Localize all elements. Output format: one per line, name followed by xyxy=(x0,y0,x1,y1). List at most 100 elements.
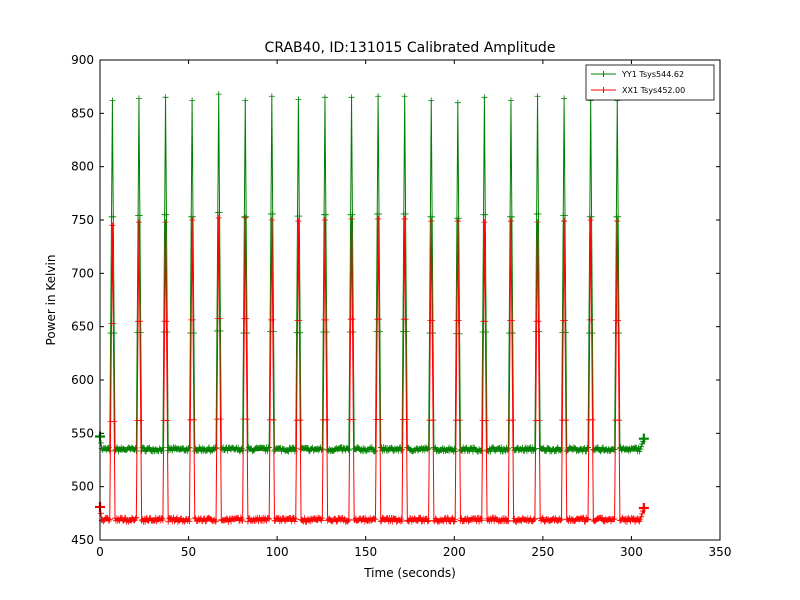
data-point xyxy=(481,219,488,226)
endpoint-marker xyxy=(638,503,649,513)
data-point xyxy=(505,445,512,452)
data-point xyxy=(507,218,514,225)
data-point xyxy=(402,316,409,323)
data-point xyxy=(244,518,251,525)
data-point xyxy=(399,518,406,525)
x-tick-label: 300 xyxy=(620,545,643,559)
data-point xyxy=(216,209,223,216)
y-tick-label: 800 xyxy=(71,160,94,174)
legend-frame xyxy=(585,64,715,101)
data-point xyxy=(109,97,116,104)
data-point xyxy=(322,211,329,218)
x-tick-label: 50 xyxy=(181,545,196,559)
data-point xyxy=(430,417,437,424)
data-point xyxy=(186,518,193,525)
x-tick-label: 350 xyxy=(709,545,732,559)
data-point xyxy=(110,213,117,220)
data-point xyxy=(614,218,621,225)
data-point xyxy=(534,93,541,100)
data-point xyxy=(482,318,489,325)
data-point xyxy=(216,315,223,322)
data-point xyxy=(137,329,144,336)
data-point xyxy=(536,328,543,335)
data-point xyxy=(399,446,406,453)
y-tick-label: 750 xyxy=(71,213,94,227)
data-point xyxy=(508,213,515,220)
data-point xyxy=(163,318,170,325)
data-point xyxy=(597,448,604,455)
data-point xyxy=(444,514,451,521)
plot-frame xyxy=(99,59,721,541)
data-point xyxy=(456,330,463,337)
data-point xyxy=(345,517,351,524)
data-point xyxy=(321,217,328,223)
data-point xyxy=(498,444,505,451)
data-point xyxy=(372,447,379,454)
data-point xyxy=(100,518,107,525)
y-axis-label: Power in Kelvin xyxy=(44,255,58,346)
data-point xyxy=(639,441,646,447)
data-point xyxy=(376,210,382,217)
data-point xyxy=(377,518,384,525)
data-point xyxy=(562,417,569,424)
data-point xyxy=(430,330,437,337)
x-tick-label: 100 xyxy=(266,545,289,559)
legend-label-xx1: XX1 Tsys452.00 xyxy=(622,86,685,95)
data-point xyxy=(296,317,303,324)
data-point xyxy=(454,218,461,225)
data-point xyxy=(536,417,543,424)
legend-marker xyxy=(600,87,607,93)
data-point xyxy=(297,329,304,336)
data-point xyxy=(589,416,596,423)
data-point xyxy=(425,517,432,524)
data-point xyxy=(136,318,143,325)
data-point xyxy=(164,417,171,424)
data-point xyxy=(579,515,586,522)
data-point xyxy=(535,210,542,217)
data-point xyxy=(585,516,592,523)
data-point xyxy=(375,215,382,222)
data-point xyxy=(368,444,375,451)
data-point xyxy=(217,416,224,423)
data-point xyxy=(428,218,435,225)
data-point xyxy=(345,516,352,523)
data-point xyxy=(534,219,541,226)
data-point xyxy=(504,517,511,524)
endpoint-marker xyxy=(638,433,649,444)
data-point xyxy=(295,218,302,225)
data-point xyxy=(403,328,410,335)
data-point xyxy=(120,517,127,524)
data-point xyxy=(132,515,139,522)
data-point xyxy=(509,330,516,337)
data-point xyxy=(237,514,244,521)
data-point xyxy=(190,213,196,220)
data-point xyxy=(535,318,542,325)
data-point xyxy=(396,444,403,451)
data-point xyxy=(269,316,276,323)
data-point xyxy=(482,211,489,218)
data-point xyxy=(295,96,302,103)
data-point xyxy=(133,447,140,454)
data-point xyxy=(531,516,537,523)
data-point xyxy=(319,446,326,453)
data-point xyxy=(432,515,439,522)
y-axis: 450 500 550 600 650 700 750 800 850 900 xyxy=(71,53,720,547)
data-point xyxy=(111,330,118,337)
data-point xyxy=(243,213,250,220)
data-point xyxy=(478,448,485,455)
x-tick-label: 200 xyxy=(443,545,466,559)
y-tick-label: 600 xyxy=(71,373,94,387)
data-point xyxy=(265,515,272,522)
data-point xyxy=(186,444,193,451)
data-point xyxy=(456,417,463,424)
data-point xyxy=(204,447,211,454)
data-point xyxy=(270,416,277,423)
data-point xyxy=(106,447,113,454)
data-point xyxy=(585,444,592,451)
x-tick-label: 250 xyxy=(531,545,554,559)
data-point xyxy=(428,97,435,104)
data-point xyxy=(213,518,220,525)
data-point xyxy=(297,417,304,424)
data-point xyxy=(561,95,568,102)
